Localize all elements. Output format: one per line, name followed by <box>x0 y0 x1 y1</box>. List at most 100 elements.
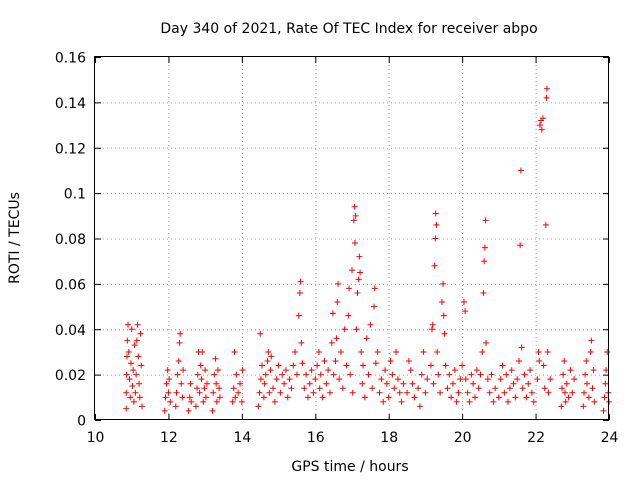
data-point <box>580 403 587 410</box>
x-tick-label: 24 <box>601 430 619 446</box>
chart-title: Day 340 of 2021, Rate Of TEC Index for r… <box>160 21 537 37</box>
data-point <box>440 312 447 319</box>
data-point <box>462 308 469 315</box>
x-tick-label: 22 <box>527 430 545 446</box>
data-point <box>527 367 534 374</box>
data-point <box>420 348 427 355</box>
data-point <box>335 280 342 287</box>
data-point <box>303 371 310 378</box>
data-point <box>547 376 554 383</box>
data-point <box>297 278 304 285</box>
x-tick-label: 18 <box>380 430 398 446</box>
data-point <box>437 389 444 396</box>
data-point <box>319 394 326 401</box>
data-point <box>519 385 526 392</box>
data-point <box>444 385 451 392</box>
data-point <box>481 244 488 251</box>
data-point <box>582 371 589 378</box>
data-point <box>332 358 339 365</box>
data-point <box>125 321 132 328</box>
data-point <box>585 394 592 401</box>
data-point <box>512 394 519 401</box>
data-point <box>528 389 535 396</box>
data-point <box>187 380 194 387</box>
data-point <box>464 389 471 396</box>
data-point <box>130 398 137 405</box>
data-point <box>194 385 201 392</box>
data-point <box>363 335 370 342</box>
data-point <box>565 394 572 401</box>
data-point <box>196 389 203 396</box>
data-point <box>164 367 171 374</box>
data-point <box>416 403 423 410</box>
data-point <box>173 389 180 396</box>
data-point <box>165 389 172 396</box>
data-point <box>536 122 543 129</box>
data-point <box>490 398 497 405</box>
data-point <box>422 389 429 396</box>
data-point <box>477 371 484 378</box>
data-point <box>350 217 357 224</box>
y-tick-label: 0.08 <box>55 232 86 248</box>
data-point <box>138 362 145 369</box>
x-tick-label: 12 <box>160 430 178 446</box>
data-point <box>569 389 576 396</box>
data-point <box>448 394 455 401</box>
y-tick-label: 0.06 <box>55 277 86 293</box>
data-point <box>588 337 595 344</box>
data-point <box>238 398 245 405</box>
data-point <box>438 299 445 306</box>
data-point <box>473 367 480 374</box>
data-point <box>259 362 266 369</box>
data-point <box>192 403 199 410</box>
data-point <box>590 367 597 374</box>
data-point <box>357 269 364 276</box>
data-point <box>587 348 594 355</box>
data-point <box>129 382 136 389</box>
data-point <box>137 330 144 337</box>
data-point <box>288 385 295 392</box>
data-point <box>174 371 181 378</box>
data-point <box>497 376 504 383</box>
data-point <box>440 280 447 287</box>
data-point <box>604 348 611 355</box>
data-point <box>210 389 217 396</box>
data-point <box>265 348 272 355</box>
data-point <box>396 389 403 396</box>
data-point <box>232 394 239 401</box>
data-point <box>353 326 360 333</box>
data-point <box>167 398 174 405</box>
data-point <box>123 389 130 396</box>
x-tick-label: 20 <box>454 430 472 446</box>
data-point <box>124 337 131 344</box>
data-point <box>561 358 568 365</box>
data-point <box>380 398 387 405</box>
data-point <box>451 367 458 374</box>
data-point <box>442 362 449 369</box>
data-point <box>132 389 139 396</box>
data-point <box>562 398 569 405</box>
data-point <box>162 394 169 401</box>
data-point <box>372 360 379 367</box>
data-point <box>411 394 418 401</box>
data-point <box>484 376 491 383</box>
data-point <box>211 371 218 378</box>
data-point <box>518 344 525 351</box>
data-point <box>429 326 436 333</box>
data-point <box>460 299 467 306</box>
data-point <box>306 380 313 387</box>
data-point <box>279 371 286 378</box>
data-point <box>486 389 493 396</box>
data-point <box>266 389 273 396</box>
data-point <box>275 362 282 369</box>
data-point <box>457 376 464 383</box>
data-point <box>123 371 130 378</box>
data-point <box>361 394 368 401</box>
data-point <box>543 85 550 92</box>
data-point <box>131 342 138 349</box>
data-point <box>432 210 439 217</box>
data-point <box>359 380 366 387</box>
data-point <box>424 376 431 383</box>
data-point <box>237 380 244 387</box>
data-point <box>530 398 537 405</box>
